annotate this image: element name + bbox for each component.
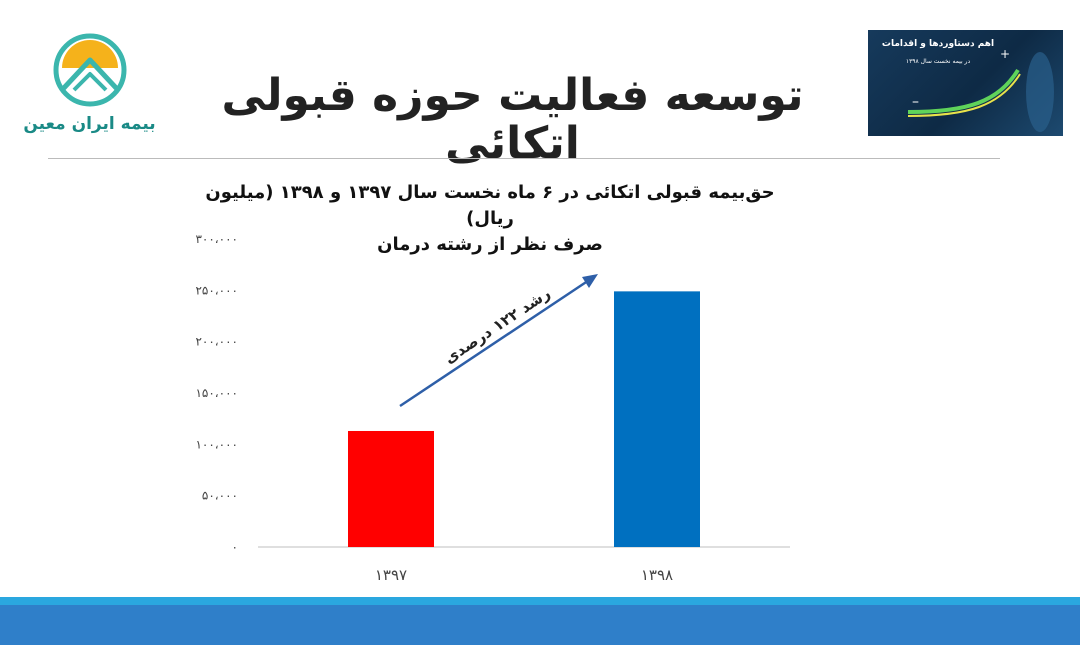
chart-title-line-1: حق‌بیمه قبولی اتکائی در ۶ ماه نخست سال ۱… bbox=[205, 182, 775, 230]
growth-curve-icon: – + bbox=[907, 47, 1054, 132]
thumbnail-subtitle: در بیمه نخست سال ۱۳۹۸ bbox=[905, 58, 971, 65]
header-thumbnail: اهم دستاوردها و اقدامات در بیمه نخست سال… bbox=[868, 30, 1063, 136]
header-divider bbox=[48, 158, 1000, 159]
x-tick-label: ۱۳۹۸ bbox=[641, 566, 673, 584]
page-title: توسعه فعالیت حوزه قبولی اتکائی bbox=[221, 70, 804, 170]
footer-band-light bbox=[0, 597, 1080, 605]
thumbnail-title: اهم دستاوردها و اقدامات bbox=[881, 39, 995, 49]
y-tick-label: ۲۵۰،۰۰۰ bbox=[195, 283, 238, 297]
chart-title-line-2: صرف نظر از رشته درمان bbox=[377, 234, 603, 256]
company-logo: بیمه ایران معین bbox=[22, 32, 157, 142]
x-tick-label: ۱۳۹۷ bbox=[375, 566, 407, 584]
bar-2 bbox=[614, 291, 700, 547]
growth-arrow-line bbox=[399, 278, 591, 408]
y-tick-label: ۱۵۰،۰۰۰ bbox=[195, 386, 238, 400]
y-tick-label: ۳۰۰،۰۰۰ bbox=[195, 232, 238, 246]
y-tick-label: ۲۰۰،۰۰۰ bbox=[195, 335, 238, 349]
bar-chart: ۰ ۵۰،۰۰۰ ۱۰۰،۰۰۰ ۱۵۰،۰۰۰ ۲۰۰،۰۰۰ ۲۵۰،۰۰۰ ۳۰۰،۰… bbox=[195, 232, 790, 584]
growth-arrow-head bbox=[582, 274, 598, 288]
svg-text:–: – bbox=[912, 94, 919, 110]
logo-mark-icon bbox=[53, 33, 127, 107]
footer-band bbox=[0, 605, 1080, 645]
y-tick-label: ۵۰،۰۰۰ bbox=[202, 489, 238, 503]
y-tick-label: ۰ bbox=[232, 540, 238, 554]
svg-text:+: + bbox=[1000, 47, 1010, 61]
growth-annotation: رشد ۱۲۲ درصدی bbox=[441, 284, 554, 367]
chart-title: حق‌بیمه قبولی اتکائی در ۶ ماه نخست سال ۱… bbox=[180, 180, 800, 258]
logo-caption: بیمه ایران معین bbox=[23, 114, 156, 134]
bar-1 bbox=[348, 430, 434, 547]
y-tick-label: ۱۰۰،۰۰۰ bbox=[195, 437, 238, 451]
